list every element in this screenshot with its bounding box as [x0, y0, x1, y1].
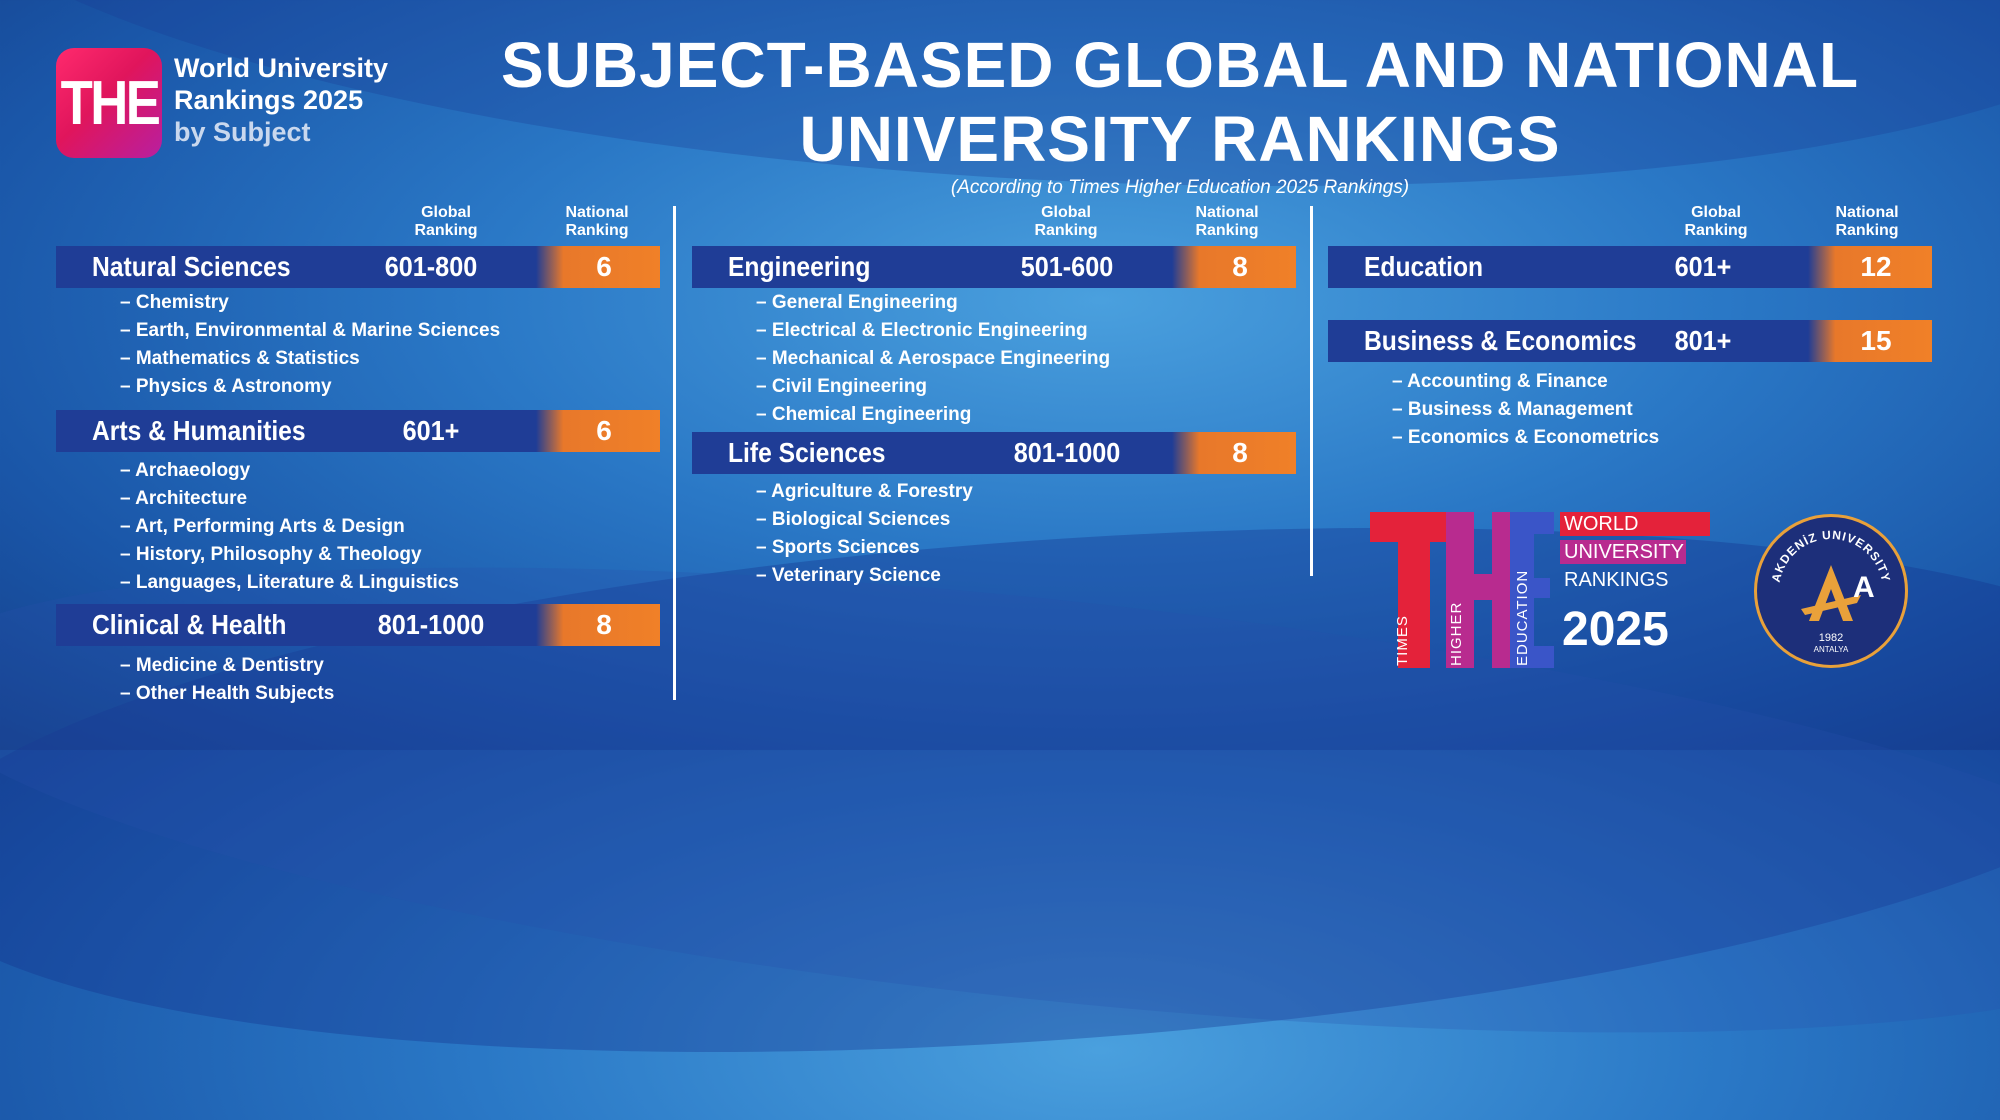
- list-item: – Earth, Environmental & Marine Sciences: [120, 320, 501, 341]
- global-rank: 501-600: [1020, 251, 1114, 282]
- university-label: UNIVERSITY: [1560, 540, 1686, 564]
- rankings-by-subject-label: World University Rankings 2025 by Subjec…: [174, 53, 389, 147]
- list-item: – Medicine & Dentistry: [120, 655, 324, 676]
- the-world-university-rankings-logo: TIMES HIGHER EDUCATION WORLD UNIVERSITY …: [1368, 508, 1718, 670]
- global-ranking-header: Global Ranking: [1684, 204, 1748, 239]
- seal-city: ANTALYA: [1814, 645, 1849, 654]
- list-item: – Languages, Literature & Linguistics: [120, 572, 459, 593]
- subject-list: – Archaeology – Architecture – Art, Perf…: [120, 457, 459, 597]
- list-item: – Accounting & Finance: [1392, 371, 1608, 392]
- subject-list: – Chemistry – Earth, Environmental & Mar…: [120, 289, 500, 401]
- global-ranking-header: Global Ranking: [1034, 204, 1098, 239]
- higher-label: HIGHER: [1448, 601, 1465, 666]
- seal-year: 1982: [1819, 632, 1843, 644]
- list-item: – Architecture: [120, 488, 248, 509]
- subject-name: Engineering: [728, 251, 871, 282]
- global-rank: 801-1000: [1013, 437, 1121, 468]
- global-rank: 801+: [1674, 325, 1732, 356]
- subject-name: Arts & Humanities: [92, 415, 306, 446]
- subject-name: Life Sciences: [728, 437, 886, 468]
- subject-list: – General Engineering – Electrical & Ele…: [756, 289, 1110, 429]
- education-label: EDUCATION: [1514, 569, 1531, 666]
- subject-bar: Life Sciences 801-1000 8: [692, 432, 1296, 474]
- seal-initial: A: [1853, 571, 1875, 604]
- list-item: – Other Health Subjects: [120, 683, 335, 704]
- list-item: – Physics & Astronomy: [120, 376, 332, 397]
- rankings-label: RANKINGS: [1564, 569, 1669, 591]
- subject-list: – Medicine & Dentistry – Other Health Su…: [120, 652, 334, 708]
- national-ranking-header: National Ranking: [565, 204, 629, 239]
- column-divider: [1310, 206, 1313, 576]
- list-item: – Business & Management: [1392, 399, 1633, 420]
- global-rank: 601+: [402, 415, 460, 446]
- times-label: TIMES: [1394, 615, 1411, 666]
- world-label: WORLD: [1560, 512, 1710, 536]
- column-divider: [673, 206, 676, 700]
- letter-e-shape: [1510, 512, 1554, 668]
- list-item: – General Engineering: [756, 292, 958, 313]
- list-item: – Mechanical & Aerospace Engineering: [756, 348, 1111, 369]
- subject-name: Education: [1364, 251, 1484, 282]
- list-item: – History, Philosophy & Theology: [120, 544, 422, 565]
- list-item: – Economics & Econometrics: [1392, 427, 1660, 448]
- subject-name: Natural Sciences: [92, 251, 291, 282]
- global-rank: 801-1000: [377, 609, 485, 640]
- subject-bar: Arts & Humanities 601+ 6: [56, 410, 660, 452]
- list-item: – Veterinary Science: [756, 565, 941, 586]
- list-item: – Agriculture & Forestry: [756, 481, 973, 502]
- subject-bar: Engineering 501-600 8: [692, 246, 1296, 288]
- list-item: – Civil Engineering: [756, 376, 928, 397]
- subject-name: Business & Economics: [1364, 325, 1637, 356]
- global-rank: 601+: [1674, 251, 1732, 282]
- subject-bar: Business & Economics 801+ 15: [1328, 320, 1932, 362]
- national-rank: 12: [1808, 246, 1932, 288]
- rankings-year: 2025: [1562, 603, 1669, 656]
- subject-list: – Accounting & Finance – Business & Mana…: [1392, 368, 1659, 452]
- letter-t-shape: [1370, 512, 1458, 668]
- subject-bar: Natural Sciences 601-800 6: [56, 246, 660, 288]
- list-item: – Mathematics & Statistics: [120, 348, 360, 369]
- university-seal-logo: AKDENİZ UNIVERSITY A 1982 ANTALYA: [1754, 514, 1908, 668]
- subject-name: Clinical & Health: [92, 609, 287, 640]
- list-item: – Archaeology: [120, 460, 251, 481]
- the-logo-badge: THE: [56, 48, 162, 158]
- national-rank: 8: [536, 604, 660, 646]
- global-ranking-header: Global Ranking: [414, 204, 478, 239]
- list-item: – Chemical Engineering: [756, 404, 972, 425]
- national-rank: 6: [536, 410, 660, 452]
- national-rank: 8: [1172, 432, 1296, 474]
- subject-bar: Education 601+ 12: [1328, 246, 1932, 288]
- list-item: – Electrical & Electronic Engineering: [756, 320, 1088, 341]
- list-item: – Art, Performing Arts & Design: [120, 516, 405, 537]
- national-rank: 15: [1808, 320, 1932, 362]
- star-a-icon: [1809, 565, 1853, 621]
- list-item: – Sports Sciences: [756, 537, 920, 558]
- subject-bar: Clinical & Health 801-1000 8: [56, 604, 660, 646]
- national-rank: 8: [1172, 246, 1296, 288]
- subject-list: – Agriculture & Forestry – Biological Sc…: [756, 478, 973, 590]
- global-rank: 601-800: [384, 251, 478, 282]
- national-rank: 6: [536, 246, 660, 288]
- national-ranking-header: National Ranking: [1835, 204, 1899, 239]
- list-item: – Biological Sciences: [756, 509, 951, 530]
- page-title: SUBJECT-BASED GLOBAL AND NATIONAL UNIVER…: [500, 29, 1860, 175]
- list-item: – Chemistry: [120, 292, 229, 313]
- national-ranking-header: National Ranking: [1195, 204, 1259, 239]
- page-subtitle: (According to Times Higher Education 202…: [950, 177, 1410, 198]
